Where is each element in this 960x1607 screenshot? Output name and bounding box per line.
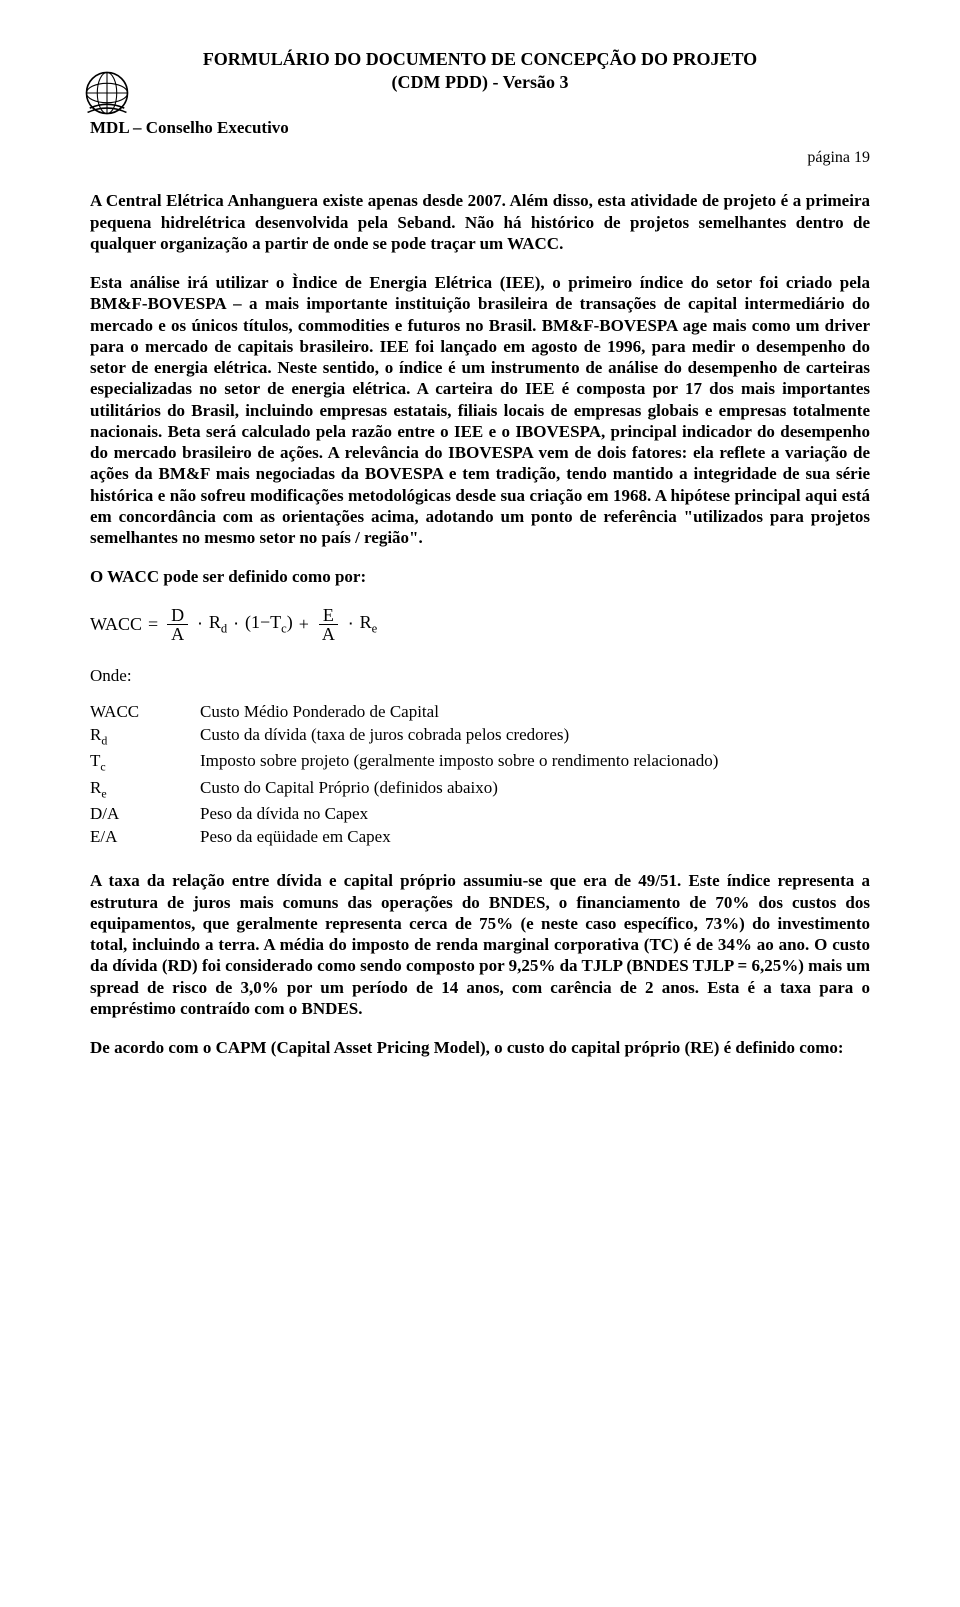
def-val: Imposto sobre projeto (geralmente impost…: [200, 749, 718, 775]
paragraph-2: Esta análise irá utilizar o Ìndice de En…: [90, 272, 870, 548]
frac2-num: E: [319, 606, 338, 625]
subheader: MDL – Conselho Executivo: [90, 117, 870, 138]
un-logo-icon: [80, 66, 134, 120]
re-sub: e: [372, 621, 378, 635]
formula-dot2: ⋅: [233, 613, 239, 636]
wacc-formula: WACC = D A ⋅ Rd ⋅ (1−Tc) + E A ⋅ Re: [90, 606, 870, 643]
paragraph-4: A taxa da relação entre dívida e capital…: [90, 870, 870, 1019]
def-val: Custo do Capital Próprio (definidos abai…: [200, 776, 718, 802]
formula-eq: =: [148, 613, 158, 636]
def-row: WACC Custo Médio Ponderado de Capital: [90, 700, 718, 723]
def-base: R: [90, 778, 101, 797]
def-row: Tc Imposto sobre projeto (geralmente imp…: [90, 749, 718, 775]
formula-dot1: ⋅: [197, 613, 203, 636]
formula-lhs: WACC: [90, 613, 142, 636]
def-key: Re: [90, 776, 200, 802]
def-key: D/A: [90, 802, 200, 825]
formula-plus: +: [299, 613, 309, 636]
def-key: E/A: [90, 825, 200, 848]
def-val: Peso da eqüidade em Capex: [200, 825, 718, 848]
formula-rd: Rd: [209, 611, 227, 637]
formula-re: Re: [360, 611, 378, 637]
re-base: R: [360, 612, 372, 632]
formula-dot3: ⋅: [348, 613, 354, 636]
def-val: Peso da dívida no Capex: [200, 802, 718, 825]
form-title-line2: (CDM PDD) - Versão 3: [90, 71, 870, 94]
term-close: ): [287, 612, 293, 632]
def-val: Custo da dívida (taxa de juros cobrada p…: [200, 723, 718, 749]
formula-paren: (1−Tc): [245, 611, 293, 637]
formula-frac-d-a: D A: [167, 606, 188, 643]
frac1-num: D: [167, 606, 188, 625]
def-row: E/A Peso da eqüidade em Capex: [90, 825, 718, 848]
paragraph-1: A Central Elétrica Anhanguera existe ape…: [90, 190, 870, 254]
definitions-table: WACC Custo Médio Ponderado de Capital Rd…: [90, 700, 870, 849]
frac1-den: A: [167, 625, 188, 643]
def-key: WACC: [90, 700, 200, 723]
def-val: Custo Médio Ponderado de Capital: [200, 700, 718, 723]
minus: −: [260, 612, 270, 632]
term-open: (1: [245, 612, 260, 632]
paragraph-5: De acordo com o CAPM (Capital Asset Pric…: [90, 1037, 870, 1058]
def-sub: d: [101, 733, 107, 747]
formula-frac-e-a: E A: [318, 606, 339, 643]
paragraph-3: O WACC pode ser definido como por:: [90, 566, 870, 587]
tc: Tc: [270, 612, 287, 632]
where-label: Onde:: [90, 665, 870, 686]
def-base: T: [90, 751, 100, 770]
def-key: Rd: [90, 723, 200, 749]
def-base: R: [90, 725, 101, 744]
def-key: Tc: [90, 749, 200, 775]
def-row: Rd Custo da dívida (taxa de juros cobrad…: [90, 723, 718, 749]
def-row: D/A Peso da dívida no Capex: [90, 802, 718, 825]
def-sub: e: [101, 786, 106, 800]
rd-base: R: [209, 612, 221, 632]
rd-sub: d: [221, 621, 227, 635]
tc-base: T: [270, 612, 281, 632]
def-sub: c: [100, 760, 105, 774]
def-row: Re Custo do Capital Próprio (definidos a…: [90, 776, 718, 802]
page-number: página 19: [90, 148, 870, 168]
frac2-den: A: [318, 625, 339, 643]
form-title-line1: FORMULÁRIO DO DOCUMENTO DE CONCEPÇÃO DO …: [90, 48, 870, 71]
document-header: FORMULÁRIO DO DOCUMENTO DE CONCEPÇÃO DO …: [90, 48, 870, 138]
